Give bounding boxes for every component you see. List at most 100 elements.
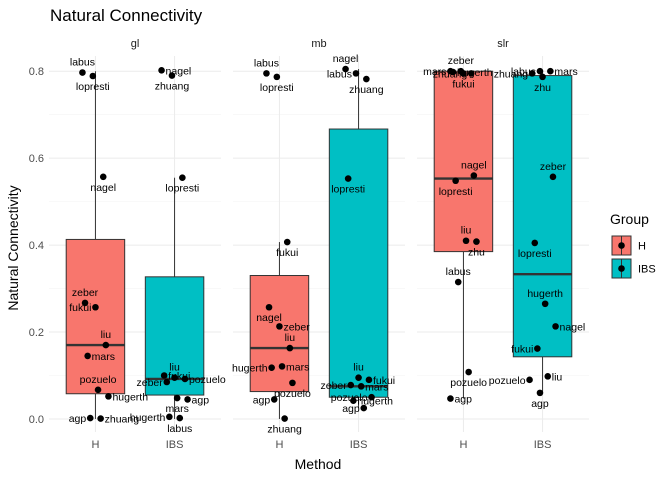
point-label: hugerth: [527, 288, 563, 300]
point-label: pozuelo: [450, 377, 487, 389]
y-tick-label: 0.4: [29, 240, 44, 252]
data-point: [160, 372, 168, 379]
point-label: agp: [253, 394, 271, 406]
data-point: [536, 389, 544, 397]
data-point: [84, 352, 91, 360]
y-tick-label: 0.8: [29, 66, 44, 78]
panel-mb: mblabusloprestifukuinagelzeberliuhugerth…: [232, 38, 405, 451]
y-tick-label: 0.0: [29, 414, 44, 426]
point-label: hugerth: [112, 391, 148, 403]
data-point: [86, 414, 94, 422]
point-label: agp: [531, 398, 549, 410]
data-point: [342, 65, 349, 73]
point-label: agp: [454, 394, 472, 406]
point-label: hugerth: [357, 396, 393, 408]
data-point: [92, 303, 99, 311]
data-point: [355, 374, 362, 381]
point-label: zeber: [448, 55, 475, 67]
data-point: [273, 73, 281, 81]
data-point: [158, 67, 165, 74]
x-axis-title: Method: [295, 456, 342, 472]
x-tick-label: H: [275, 439, 283, 451]
point-label: zhuang: [349, 84, 384, 96]
legend-title: Group: [610, 211, 649, 227]
point-label: fukui: [511, 344, 533, 356]
data-point: [531, 239, 539, 247]
point-label: mars: [286, 361, 309, 373]
data-point: [526, 376, 533, 384]
point-label: lopresti: [439, 186, 473, 198]
point-label: labus: [70, 57, 95, 69]
point-label: liu: [169, 362, 180, 374]
point-label: agp: [192, 394, 210, 406]
point-label: liu: [353, 362, 364, 374]
point-label: mars: [92, 351, 115, 363]
box-H: [249, 275, 310, 393]
data-point: [347, 381, 355, 389]
data-point: [94, 386, 102, 394]
data-point: [541, 300, 549, 308]
point-label: labus: [327, 68, 352, 80]
data-point: [539, 73, 546, 81]
point-label: zhuang: [105, 414, 140, 426]
data-point: [81, 299, 89, 307]
data-point: [454, 278, 462, 286]
point-label: nagel: [560, 321, 586, 333]
point-label: zhuang: [155, 81, 190, 93]
point-label: zeber: [540, 161, 567, 173]
y-axis-title: Natural Connectivity: [5, 185, 21, 310]
point-label: zhuang: [494, 68, 529, 80]
chart-title: Natural Connectivity: [50, 6, 203, 25]
data-point: [278, 363, 286, 370]
legend-label: IBS: [638, 264, 656, 276]
point-label: mars: [365, 381, 388, 393]
data-point: [452, 177, 459, 185]
point-label: pozuelo: [331, 392, 368, 404]
panel-slr: slrmarszeberzhuanghugerthfukuinagellopre…: [417, 38, 589, 451]
y-tick-label: 0.2: [29, 327, 44, 339]
point-label: nagel: [333, 53, 359, 65]
data-point: [286, 344, 294, 352]
data-point: [473, 238, 480, 245]
data-point: [467, 70, 475, 77]
strip-label: gl: [131, 38, 140, 50]
data-point: [181, 375, 189, 383]
point-label: nagel: [461, 160, 487, 172]
data-point: [89, 72, 97, 80]
point-label: lopresti: [76, 81, 110, 93]
data-point: [263, 70, 270, 77]
box-IBS: [512, 75, 573, 358]
box-H: [65, 238, 126, 395]
legend-label: H: [638, 241, 646, 253]
x-tick-label: H: [459, 439, 467, 451]
point-label: liu: [285, 332, 296, 344]
data-point: [536, 67, 544, 75]
point-label: hugerth: [232, 363, 268, 375]
data-point: [449, 68, 457, 76]
point-label: labus: [167, 423, 192, 435]
point-label: nagel: [256, 312, 282, 324]
data-point: [268, 364, 275, 371]
strip-label: slr: [497, 38, 509, 50]
point-label: labus: [446, 266, 471, 278]
data-point: [344, 175, 352, 182]
x-tick-label: IBS: [534, 439, 552, 451]
point-label: agp: [69, 413, 87, 425]
point-label: zeber: [283, 321, 310, 333]
data-point: [105, 393, 112, 400]
data-point: [470, 172, 478, 179]
data-point: [79, 69, 86, 76]
data-point: [176, 414, 184, 422]
data-point: [528, 70, 536, 77]
point-label: zhu: [534, 82, 551, 94]
data-point: [168, 72, 176, 79]
data-point: [166, 413, 173, 421]
data-point: [270, 396, 278, 403]
data-point: [276, 323, 283, 330]
point-label: liu: [101, 329, 112, 341]
box-IBS: [328, 128, 389, 398]
point-label: mars: [423, 66, 446, 78]
data-point: [534, 345, 541, 352]
legend-key-point: [618, 242, 625, 249]
